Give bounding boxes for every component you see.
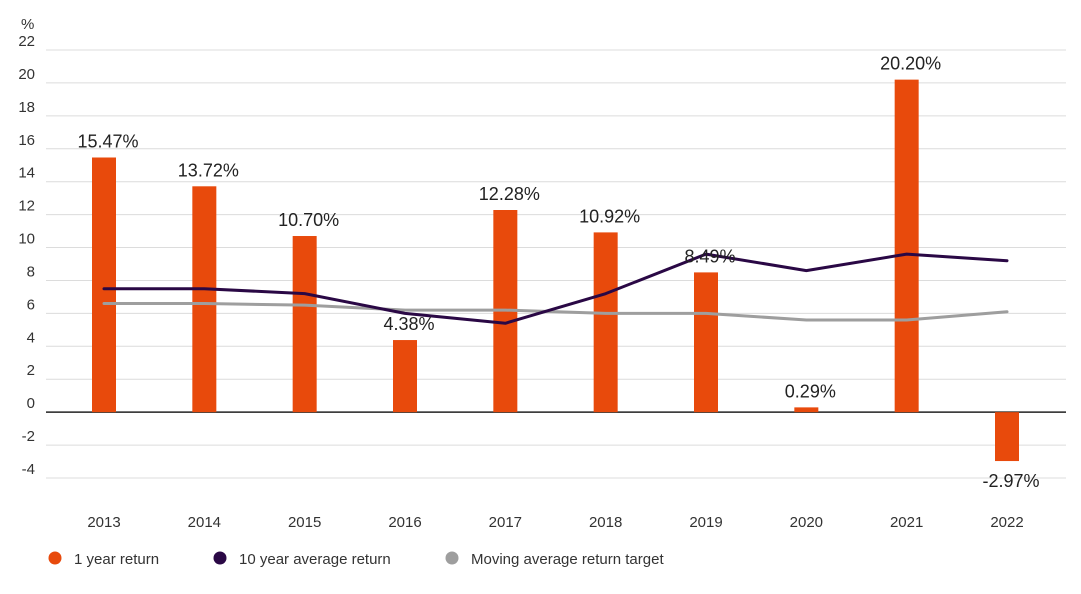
data-label-2015: 10.70% [278, 210, 339, 230]
y-tick-label: 16 [18, 132, 35, 149]
y-tick-label: 8 [27, 263, 35, 280]
data-label-2013: 15.47% [77, 131, 138, 151]
legend-label: 10 year average return [239, 551, 391, 568]
bar-2018 [593, 232, 618, 413]
y-tick-label: -4 [22, 461, 35, 478]
y-tick-label: 12 [18, 198, 35, 215]
y-tick-label: 22 [18, 33, 35, 50]
x-tick-label: 2018 [589, 514, 622, 531]
data-label-2019: 8.49% [684, 246, 735, 266]
x-tick-label: 2019 [689, 514, 722, 531]
legend-marker [213, 551, 227, 565]
line-moving-average-return-target [102, 302, 1009, 322]
x-tick-label: 2022 [990, 514, 1023, 531]
data-label-2014: 13.72% [178, 160, 239, 180]
legend-marker [48, 551, 62, 565]
bar-2015 [292, 236, 317, 413]
data-label-2022: -2.97% [982, 471, 1039, 491]
lines [102, 252, 1009, 325]
bar-2020 [794, 407, 819, 413]
y-tick-label: 20 [18, 66, 35, 83]
x-axis-ticks: 2013 2014 2015 2016 2017 2018 2019 2020 2021 2022 [87, 514, 1023, 531]
y-tick-label: 4 [27, 329, 35, 346]
bar-2013 [92, 157, 116, 413]
bar-2019 [694, 272, 718, 413]
x-tick-label: 2013 [87, 514, 120, 531]
x-tick-label: 2014 [188, 514, 221, 531]
y-tick-label: 14 [18, 165, 35, 182]
data-labels: 15.47% 13.72% 10.70% 4.38% 12.28% 10.92% 8.49%… [77, 54, 1039, 491]
legend-label: Moving average return target [471, 551, 664, 568]
data-label-2020: 0.29% [785, 381, 836, 401]
y-tick-label: -2 [22, 428, 35, 445]
bar-2021 [894, 79, 919, 413]
legend-label: 1 year return [74, 551, 159, 568]
x-tick-label: 2021 [890, 514, 923, 531]
legend-marker [445, 551, 459, 565]
bar-2022 [995, 412, 1019, 462]
y-tick-label: 6 [27, 296, 35, 313]
x-tick-label: 2015 [288, 514, 321, 531]
data-label-2021: 20.20% [880, 54, 941, 74]
line-10-year-average-return [102, 252, 1009, 325]
x-tick-label: 2016 [388, 514, 421, 531]
data-label-2016: 4.38% [383, 314, 434, 334]
y-tick-label: 18 [18, 99, 35, 116]
y-tick-label: 10 [18, 231, 35, 248]
y-tick-label: 2 [27, 362, 35, 379]
x-tick-label: 2020 [790, 514, 823, 531]
bar-2016 [393, 340, 417, 413]
y-unit-label: % [21, 16, 34, 33]
data-label-2018: 10.92% [579, 206, 640, 226]
bar-2014 [192, 186, 217, 413]
x-tick-label: 2017 [489, 514, 522, 531]
legend: 1 year return 10 year average return Movin… [48, 551, 664, 568]
y-tick-label: 0 [27, 395, 35, 412]
data-label-2017: 12.28% [479, 184, 540, 204]
bars-1-year-return [92, 79, 1019, 462]
